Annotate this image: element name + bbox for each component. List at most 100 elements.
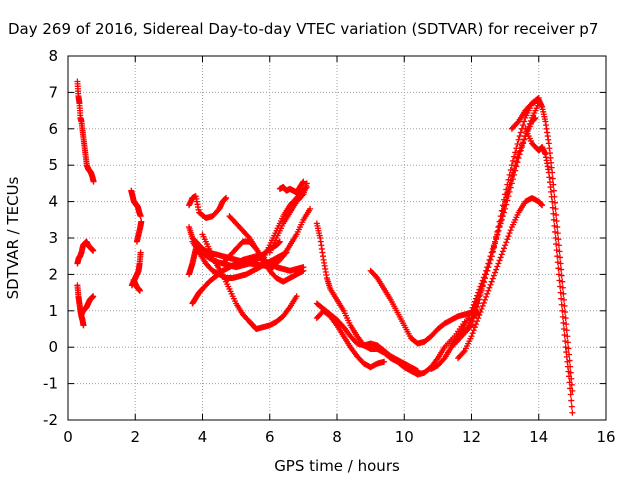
y-tick-label: -1 xyxy=(43,375,58,393)
data-point xyxy=(501,209,508,216)
data-point xyxy=(557,254,564,261)
data-point xyxy=(518,144,525,150)
data-point xyxy=(497,220,504,227)
y-tick-label: 0 xyxy=(48,338,58,356)
data-point xyxy=(517,129,524,136)
data-point xyxy=(558,301,565,308)
data-point xyxy=(520,140,527,147)
x-tick-label: 10 xyxy=(395,428,414,446)
data-point xyxy=(496,257,503,264)
data-point xyxy=(299,192,306,199)
data-point xyxy=(549,198,556,205)
data-point xyxy=(477,309,484,316)
data-point xyxy=(476,286,483,293)
data-point xyxy=(499,213,506,220)
data-point xyxy=(493,266,500,273)
data-point xyxy=(560,290,567,297)
y-tick-label: 3 xyxy=(48,229,58,247)
data-point xyxy=(440,356,447,363)
data-point xyxy=(512,167,519,174)
data-point xyxy=(138,218,145,225)
data-point xyxy=(550,216,557,223)
data-point xyxy=(553,218,560,225)
data-point xyxy=(488,278,495,285)
data-point xyxy=(474,318,481,325)
data-point xyxy=(414,367,421,374)
data-point xyxy=(566,379,573,386)
data-point xyxy=(501,245,508,252)
y-tick-label: 4 xyxy=(48,193,58,211)
data-point xyxy=(470,301,477,308)
data-point xyxy=(497,254,504,261)
data-point xyxy=(475,289,482,296)
x-tick-label: 8 xyxy=(332,428,342,446)
data-point xyxy=(499,248,506,255)
data-point xyxy=(486,256,493,263)
data-point xyxy=(564,333,571,340)
data-point xyxy=(479,302,486,309)
data-point xyxy=(556,248,563,255)
data-point xyxy=(502,205,509,212)
data-point xyxy=(480,299,487,306)
y-tick-label: 2 xyxy=(48,265,58,283)
data-point xyxy=(567,391,574,398)
data-point xyxy=(569,409,576,416)
data-point xyxy=(493,235,500,241)
grid-lines xyxy=(68,56,606,420)
data-point xyxy=(498,251,505,258)
data-point xyxy=(514,119,521,126)
data-point xyxy=(381,358,388,365)
data-point xyxy=(494,231,501,238)
data-point xyxy=(521,118,528,125)
data-point xyxy=(549,175,556,182)
x-tick-label: 4 xyxy=(198,428,208,446)
data-point xyxy=(567,385,574,392)
data-point xyxy=(300,178,307,185)
data-point xyxy=(486,284,493,291)
data-point xyxy=(560,296,567,303)
data-point xyxy=(487,281,494,288)
data-point xyxy=(489,275,496,282)
y-tick-label: -2 xyxy=(43,411,58,429)
data-point xyxy=(469,304,476,311)
data-point xyxy=(469,330,476,337)
data-point xyxy=(488,249,495,256)
data-point xyxy=(562,309,569,316)
data-point xyxy=(490,272,497,279)
chart-title: Day 269 of 2016, Sidereal Day-to-day VTE… xyxy=(8,20,598,38)
x-tick-label: 6 xyxy=(265,428,275,446)
data-point xyxy=(559,284,566,291)
data-point xyxy=(559,278,566,285)
data-point xyxy=(472,295,479,302)
data-point xyxy=(506,230,513,237)
data-point xyxy=(517,147,524,154)
data-point xyxy=(557,289,564,296)
data-point xyxy=(512,162,519,169)
data-point xyxy=(468,307,475,314)
data-point xyxy=(554,259,561,266)
data-point xyxy=(526,120,533,127)
data-point xyxy=(495,227,502,234)
data-point xyxy=(505,233,512,240)
data-point xyxy=(478,280,485,287)
data-point xyxy=(472,321,479,328)
data-point xyxy=(557,283,564,290)
data-point xyxy=(562,315,569,322)
data-point xyxy=(520,122,527,129)
data-point xyxy=(509,176,516,183)
x-tick-label: 2 xyxy=(130,428,140,446)
data-point xyxy=(557,260,564,267)
data-point xyxy=(504,197,511,204)
data-point xyxy=(525,123,532,130)
data-point xyxy=(503,239,510,246)
data-point xyxy=(556,277,563,284)
y-tick-label: 6 xyxy=(48,120,58,138)
data-point xyxy=(516,151,523,158)
data-point xyxy=(484,264,491,271)
data-point xyxy=(481,296,488,303)
y-tick-label: 7 xyxy=(48,83,58,101)
data-point xyxy=(552,235,559,241)
data-point xyxy=(564,339,571,346)
